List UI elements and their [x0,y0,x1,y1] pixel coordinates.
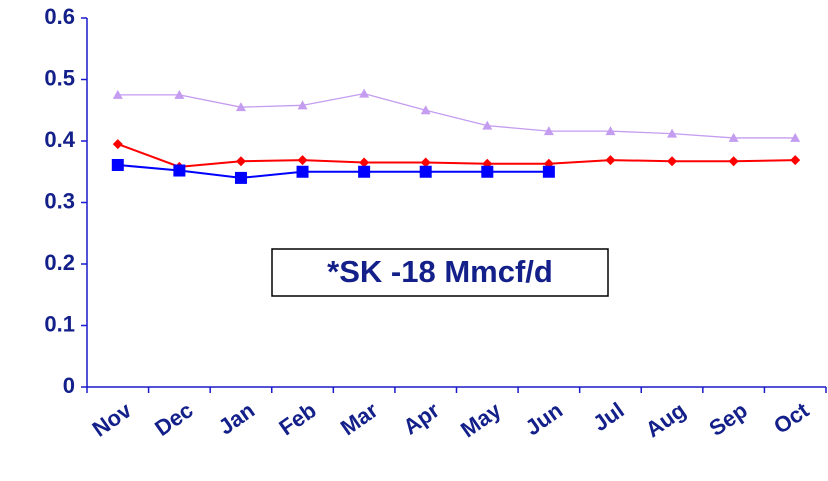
point [419,165,432,178]
point [728,156,739,167]
point [111,158,124,171]
line [117,163,549,179]
point [297,100,308,110]
x-tick-label: Feb [274,397,320,440]
point [605,155,616,166]
y-tick-label: 0.3 [44,188,75,213]
point [358,165,371,178]
x-tick-label: Jan [214,397,259,439]
x-tick-label: Jun [521,397,567,440]
annotation-box [271,248,609,297]
x-tick-label: Sep [704,397,751,441]
y-tick-label: 0.6 [44,4,75,29]
point [542,165,555,178]
annotation: *SK -18 Mmcf/d [327,254,553,289]
point [174,89,185,99]
point [112,89,123,99]
point [543,126,554,136]
point [235,156,246,167]
point [234,171,247,184]
point [359,157,370,168]
x-tick-label: Nov [88,397,137,442]
point [667,156,678,167]
point [482,120,493,130]
point [728,132,739,142]
y-tick-label: 0 [63,373,75,398]
point [235,102,246,112]
y-tick-label: 0.1 [44,311,75,336]
point [420,105,431,115]
x-tick-label: Jul [588,397,628,436]
y-tick-label: 0.5 [44,65,75,90]
x-tick-label: Dec [150,397,197,441]
x-tick-label: Aug [641,397,690,442]
point [112,139,123,150]
point [667,128,678,138]
line [117,92,796,139]
x-tick-label: Apr [399,397,445,439]
y-tick-label: 0.4 [44,127,75,152]
point [359,88,370,98]
x-tick-label: Oct [769,397,814,439]
point [296,165,309,178]
point [173,164,186,177]
x-tick-label: Mar [336,397,383,440]
point [420,157,431,168]
line [117,143,796,168]
point [790,155,801,166]
point [297,155,308,166]
x-tick-label: May [456,397,506,442]
point [481,165,494,178]
point [790,132,801,142]
y-tick-label: 0.2 [44,250,75,275]
point [605,126,616,136]
